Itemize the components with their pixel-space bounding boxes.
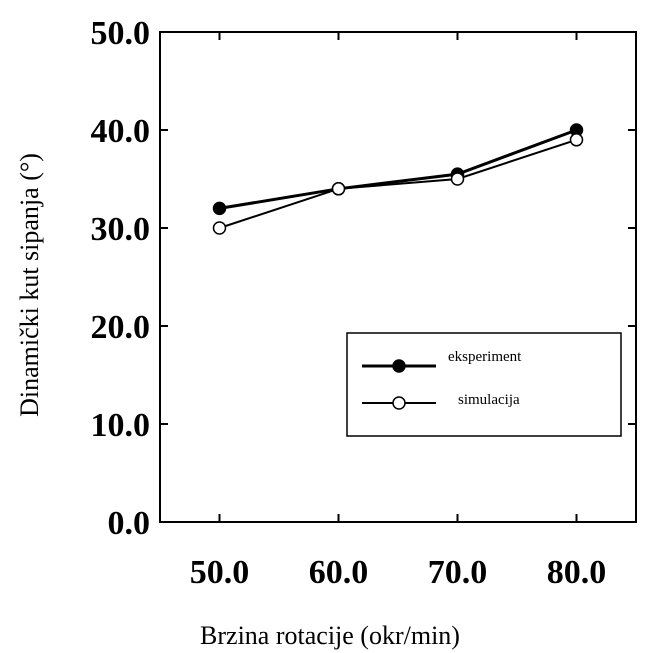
series-line-simulacija xyxy=(219,138,577,229)
y-tick-label-1: 10.0 xyxy=(91,407,151,444)
x-axis-label: Brzina rotacije (okr/min) xyxy=(200,621,460,650)
series-layer xyxy=(212,123,584,235)
axis-ticks xyxy=(160,31,636,523)
y-tick-label-0: 0.0 xyxy=(108,505,151,542)
y-axis-label: Dinamički kut sipanja (°) xyxy=(15,153,44,417)
x-tick-label-0: 50.0 xyxy=(190,554,250,591)
point-simulacija-0 xyxy=(212,221,227,235)
legend: eksperiment simulacija xyxy=(346,332,622,437)
x-tick-label-2: 70.0 xyxy=(428,554,488,591)
point-simulacija-3 xyxy=(569,133,584,147)
legend-marker-eksperiment xyxy=(392,359,406,373)
point-simulacija-2 xyxy=(450,172,465,186)
y-tick-label-4: 40.0 xyxy=(91,113,151,150)
point-eksperiment-0 xyxy=(212,201,227,216)
y-tick-label-2: 20.0 xyxy=(91,309,151,346)
y-tick-label-5: 50.0 xyxy=(91,15,151,52)
y-tick-label-3: 30.0 xyxy=(91,211,151,248)
legend-box xyxy=(346,332,622,437)
point-simulacija-1 xyxy=(331,182,346,196)
legend-label-simulacija: simulacija xyxy=(458,392,520,408)
legend-marker-simulacija xyxy=(392,396,406,410)
legend-label-eksperiment: eksperiment xyxy=(448,349,522,365)
x-tick-label-3: 80.0 xyxy=(547,554,607,591)
axis-tick-labels: 0.0 10.0 20.0 30.0 40.0 50.0 50.0 60.0 70.0 80.0 xyxy=(91,15,607,591)
series-line-eksperiment xyxy=(219,128,578,210)
plot-frame xyxy=(159,31,637,523)
x-tick-label-1: 60.0 xyxy=(309,554,369,591)
